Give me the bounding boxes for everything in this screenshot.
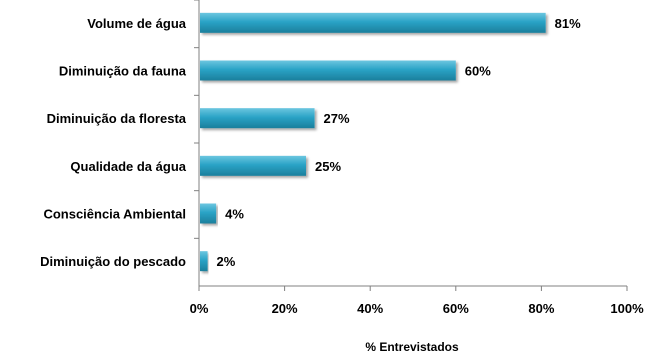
category-label: Diminuição do pescado <box>40 254 186 269</box>
category-label: Diminuição da fauna <box>59 64 187 79</box>
bar[interactable] <box>200 12 546 33</box>
bar[interactable] <box>200 108 315 129</box>
x-axis-title: % Entrevistados <box>365 340 459 353</box>
bar[interactable] <box>200 155 306 176</box>
data-label: 2% <box>217 254 236 269</box>
data-label: 81% <box>555 16 581 31</box>
x-tick-label: 100% <box>610 301 644 316</box>
category-label: Diminuição da floresta <box>47 111 187 126</box>
data-label: 25% <box>315 159 341 174</box>
bars-layer <box>200 12 546 272</box>
category-label: Qualidade da água <box>70 159 186 174</box>
labels-layer: Volume de água 81% Diminuição da fauna 60% D… <box>40 16 644 316</box>
category-label: Consciência Ambiental <box>43 207 186 222</box>
x-tick-label: 0% <box>190 301 209 316</box>
bar[interactable] <box>200 60 456 81</box>
data-label: 60% <box>465 64 491 79</box>
x-tick-label: 40% <box>357 301 383 316</box>
x-tick-label: 20% <box>272 301 298 316</box>
axis-layer <box>194 0 628 291</box>
bar[interactable] <box>200 251 208 272</box>
bar[interactable] <box>200 203 217 224</box>
data-label: 27% <box>324 111 350 126</box>
data-label: 4% <box>225 207 244 222</box>
x-tick-label: 80% <box>528 301 554 316</box>
x-tick-label: 60% <box>443 301 469 316</box>
category-label: Volume de água <box>87 16 186 31</box>
